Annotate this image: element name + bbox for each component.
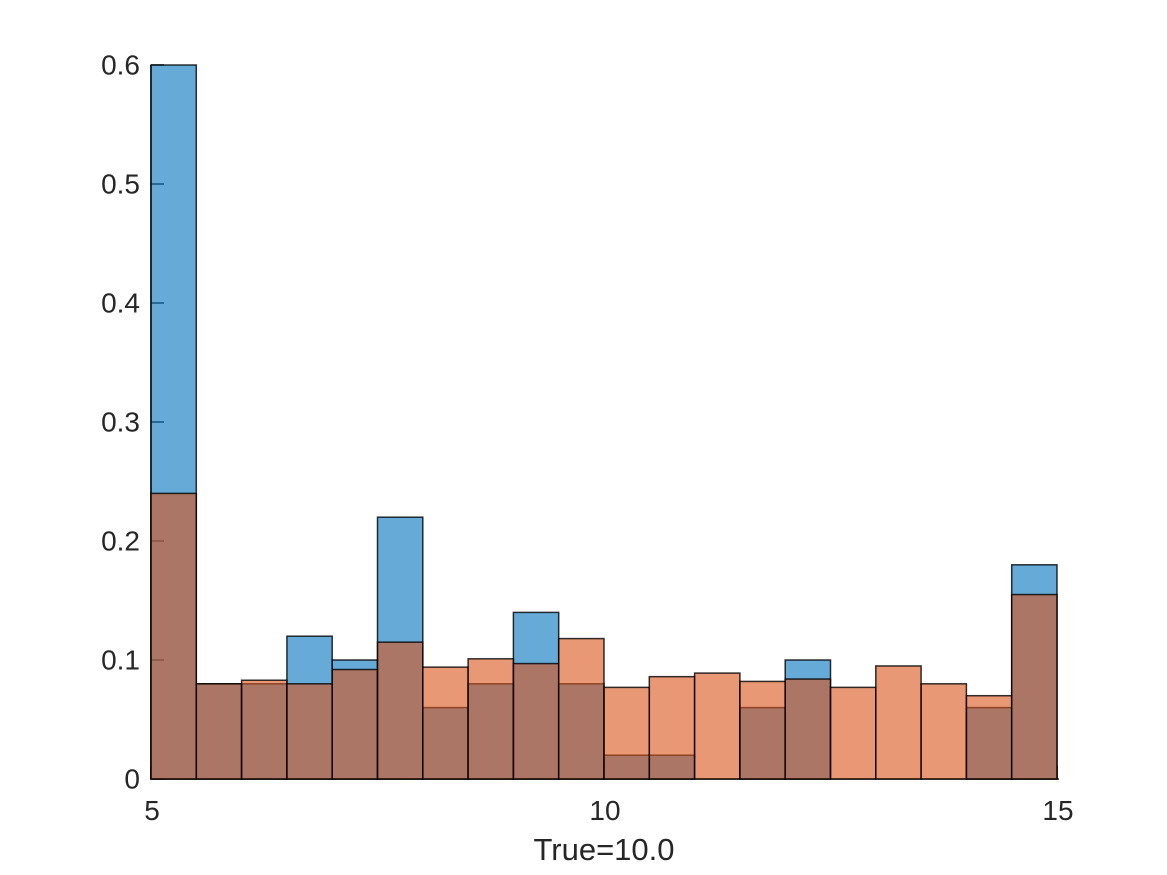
- bar-orange-histogram: [875, 665, 922, 780]
- bar-orange-histogram: [1010, 593, 1058, 780]
- bar-orange-histogram: [195, 683, 243, 780]
- bar-orange-histogram: [557, 637, 605, 780]
- x-axis-label: True=10.0: [533, 832, 674, 867]
- bar-orange-histogram: [286, 683, 333, 780]
- y-tick-label: 0.6: [101, 50, 140, 81]
- bar-orange-histogram: [829, 686, 877, 780]
- y-tick-label: 0.4: [101, 288, 140, 319]
- bars-layer: [150, 64, 1058, 780]
- bar-orange-histogram: [422, 666, 469, 780]
- bar-orange-histogram: [331, 668, 379, 780]
- bar-orange-histogram: [920, 683, 968, 780]
- bar-orange-histogram: [512, 662, 560, 780]
- bar-orange-histogram: [150, 492, 198, 780]
- bar-orange-histogram: [240, 679, 288, 780]
- y-tick-label: 0.1: [101, 645, 140, 676]
- y-tick-label: 0.3: [101, 407, 140, 438]
- bar-orange-histogram: [965, 694, 1013, 780]
- y-tick-label: 0.2: [101, 526, 140, 557]
- x-tick-label: 10: [589, 795, 620, 826]
- bar-orange-histogram: [376, 641, 424, 780]
- y-tick-label: 0: [124, 764, 140, 795]
- bar-orange-histogram: [648, 675, 696, 780]
- bar-orange-histogram: [784, 678, 832, 780]
- labels-layer: 0 0.1 0.2 0.3 0.4 0.5 0.6 5 10 15: [101, 50, 1074, 827]
- x-tick-label: 15: [1042, 795, 1073, 826]
- bar-orange-histogram: [739, 680, 786, 780]
- bar-orange-histogram: [693, 672, 741, 780]
- x-tick-label: 5: [144, 795, 160, 826]
- y-tick-label: 0.5: [101, 169, 140, 200]
- bar-orange-histogram: [603, 686, 651, 780]
- bar-orange-histogram: [467, 658, 515, 780]
